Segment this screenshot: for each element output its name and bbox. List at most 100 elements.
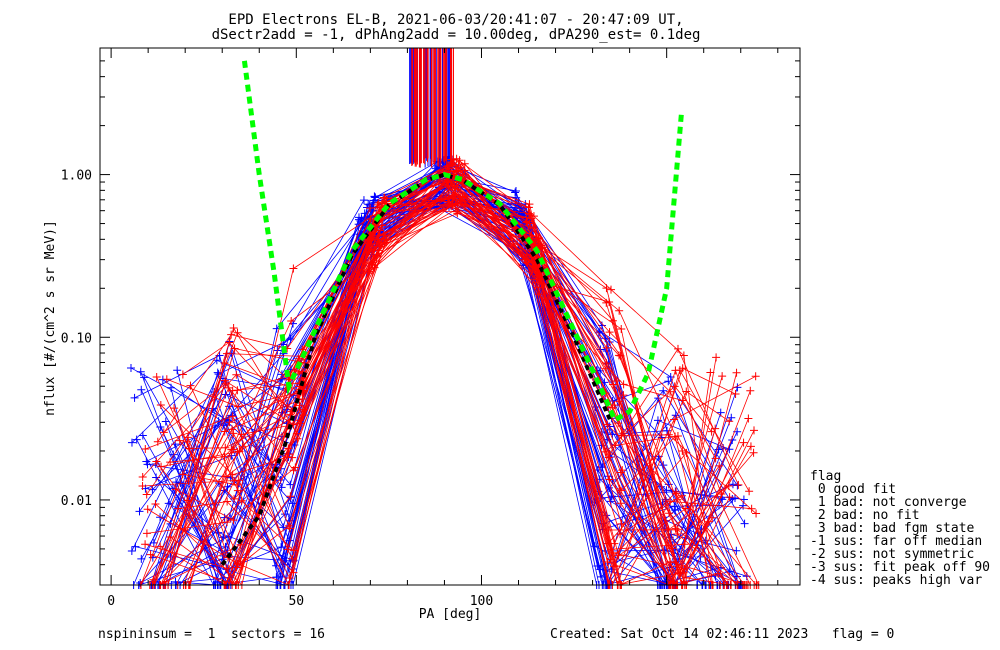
data-point-marker xyxy=(671,524,680,533)
data-traces xyxy=(126,48,763,589)
data-point-marker xyxy=(227,411,236,420)
data-point-marker xyxy=(605,449,614,458)
data-point-marker xyxy=(364,269,373,278)
data-point-marker xyxy=(228,412,237,421)
plot-frame xyxy=(99,47,801,586)
data-point-marker xyxy=(295,401,304,410)
series-trace xyxy=(154,202,722,587)
data-point-marker xyxy=(184,477,193,486)
legend-entry: 1 bad: not converge xyxy=(810,495,967,510)
data-point-marker xyxy=(286,492,295,501)
data-point-marker xyxy=(175,436,184,445)
data-point-marker xyxy=(619,391,628,400)
data-point-marker xyxy=(715,461,724,470)
data-point-marker xyxy=(460,166,469,175)
data-point-marker xyxy=(141,444,150,453)
data-point-marker xyxy=(142,529,151,538)
data-point-marker xyxy=(671,411,680,420)
data-point-marker xyxy=(617,324,626,333)
data-point-marker xyxy=(228,425,237,434)
x-tick-label: 50 xyxy=(288,594,304,609)
data-point-marker xyxy=(653,416,662,425)
data-point-marker xyxy=(178,470,187,479)
data-point-marker xyxy=(749,448,758,457)
data-point-marker xyxy=(525,200,534,209)
data-point-marker xyxy=(730,494,739,503)
data-point-marker xyxy=(602,343,611,352)
data-point-marker xyxy=(286,335,295,344)
data-point-marker xyxy=(706,368,715,377)
data-point-marker xyxy=(138,481,147,490)
data-point-marker xyxy=(289,264,298,273)
data-point-marker xyxy=(745,487,754,496)
data-point-marker xyxy=(142,490,151,499)
data-point-marker xyxy=(616,351,625,360)
data-point-marker xyxy=(725,493,734,502)
data-point-marker xyxy=(141,540,150,549)
data-point-marker xyxy=(136,578,145,587)
data-point-marker xyxy=(740,519,749,528)
data-point-marker xyxy=(225,418,234,427)
data-point-marker xyxy=(673,495,682,504)
data-point-marker xyxy=(292,429,301,438)
data-point-marker xyxy=(374,246,383,255)
data-point-marker xyxy=(604,483,613,492)
data-point-marker xyxy=(286,524,295,533)
chart-title: EPD Electrons EL-B, 2021-06-03/20:41:07 … xyxy=(228,12,683,28)
data-point-marker xyxy=(224,532,233,541)
data-point-marker xyxy=(234,476,243,485)
data-point-marker xyxy=(157,462,166,471)
data-point-marker xyxy=(616,530,625,539)
data-point-marker xyxy=(230,494,239,503)
y-tick-label: 0.01 xyxy=(61,494,92,509)
chart-subtitle: dSectr2add = -1, dPhAng2add = 10.00deg, … xyxy=(212,27,701,43)
data-point-marker xyxy=(746,442,755,451)
data-point-marker xyxy=(167,383,176,392)
data-point-marker xyxy=(744,414,753,423)
data-point-marker xyxy=(156,513,165,522)
data-point-marker xyxy=(229,429,238,438)
series-trace xyxy=(159,199,722,554)
data-point-marker xyxy=(230,476,239,485)
data-point-marker xyxy=(711,454,720,463)
data-point-marker xyxy=(607,285,616,294)
data-point-marker xyxy=(659,386,668,395)
data-point-marker xyxy=(521,255,530,264)
data-point-marker xyxy=(276,572,285,581)
x-tick-label: 150 xyxy=(655,594,678,609)
legend-entry: 2 bad: no fit xyxy=(810,508,920,523)
data-point-marker xyxy=(288,554,297,563)
data-point-marker xyxy=(185,510,194,519)
data-point-marker xyxy=(229,324,238,333)
data-point-marker xyxy=(138,431,147,440)
footer-info: nspininsum = 1 sectors = 16 xyxy=(98,627,325,642)
data-point-marker xyxy=(750,426,759,435)
data-point-marker xyxy=(723,580,732,589)
data-point-marker xyxy=(138,473,147,482)
data-point-marker xyxy=(289,568,298,577)
data-point-marker xyxy=(229,516,238,525)
data-point-marker xyxy=(289,546,298,555)
data-point-marker xyxy=(156,542,165,551)
data-point-marker xyxy=(152,457,161,466)
data-point-marker xyxy=(159,428,168,437)
data-point-marker xyxy=(678,491,687,500)
data-point-marker xyxy=(452,166,461,175)
data-point-marker xyxy=(229,445,238,454)
data-point-marker xyxy=(602,284,611,293)
data-point-marker xyxy=(739,438,748,447)
data-point-marker xyxy=(454,160,463,169)
data-point-marker xyxy=(448,159,457,168)
data-point-marker xyxy=(670,502,679,511)
data-point-marker xyxy=(237,496,246,505)
data-point-marker xyxy=(664,525,673,534)
data-point-marker xyxy=(162,375,171,384)
legend-entry: -2 sus: not symmetric xyxy=(810,547,975,562)
data-point-marker xyxy=(156,423,165,432)
data-point-marker xyxy=(375,226,384,235)
legend-entry: -1 sus: far off median xyxy=(810,534,983,549)
data-point-marker xyxy=(143,505,152,514)
data-point-marker xyxy=(288,453,297,462)
data-point-marker xyxy=(664,377,673,386)
